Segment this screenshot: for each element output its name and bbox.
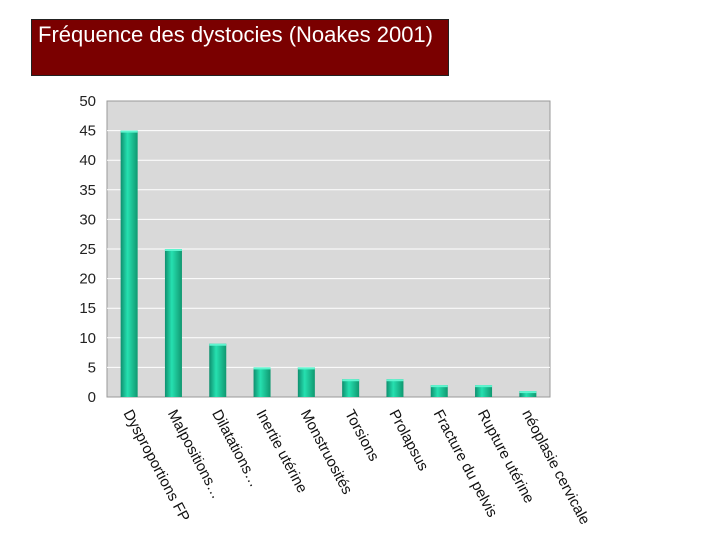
x-category-label: Prolapsus: [385, 407, 431, 474]
y-tick-label: 45: [79, 123, 96, 140]
y-tick-label: 35: [79, 182, 96, 199]
bar-cap: [209, 343, 227, 346]
y-tick-label: 25: [79, 241, 96, 258]
bar: [209, 343, 227, 397]
y-axis-ticks: 0 5 10 15 20 25 30 35 40 45 50: [79, 93, 96, 406]
bar: [120, 130, 138, 397]
bar-cap: [120, 130, 138, 133]
bar-cap: [430, 385, 448, 388]
y-tick-label: 0: [88, 389, 96, 406]
bar-cap: [164, 249, 182, 251]
y-tick-label: 30: [79, 211, 96, 228]
x-axis-labels: Dysproportions FPMalpositions…Dilatation…: [120, 407, 594, 528]
bar: [430, 385, 448, 397]
bar-cap: [386, 379, 404, 382]
x-category-label: néoplasie cervicale: [518, 407, 593, 528]
y-tick-label: 10: [79, 330, 96, 347]
bar: [386, 379, 404, 397]
y-tick-label: 20: [79, 271, 96, 288]
bar: [297, 367, 315, 397]
bar: [164, 249, 182, 397]
bar-cap: [342, 379, 360, 382]
bar: [253, 367, 271, 397]
y-tick-label: 15: [79, 300, 96, 317]
bar-cap: [519, 391, 537, 394]
y-tick-label: 40: [79, 152, 96, 169]
y-tick-label: 50: [79, 93, 96, 110]
y-tick-label: 5: [88, 359, 96, 376]
slide-title: Fréquence des dystocies (Noakes 2001): [31, 19, 449, 76]
bar: [519, 391, 537, 397]
bars: [120, 130, 537, 397]
bar-cap: [253, 367, 271, 370]
bar: [342, 379, 360, 397]
x-category-label: Torsions: [341, 407, 382, 464]
bar-cap: [475, 385, 493, 388]
bar: [475, 385, 493, 397]
bar-cap: [297, 367, 315, 370]
